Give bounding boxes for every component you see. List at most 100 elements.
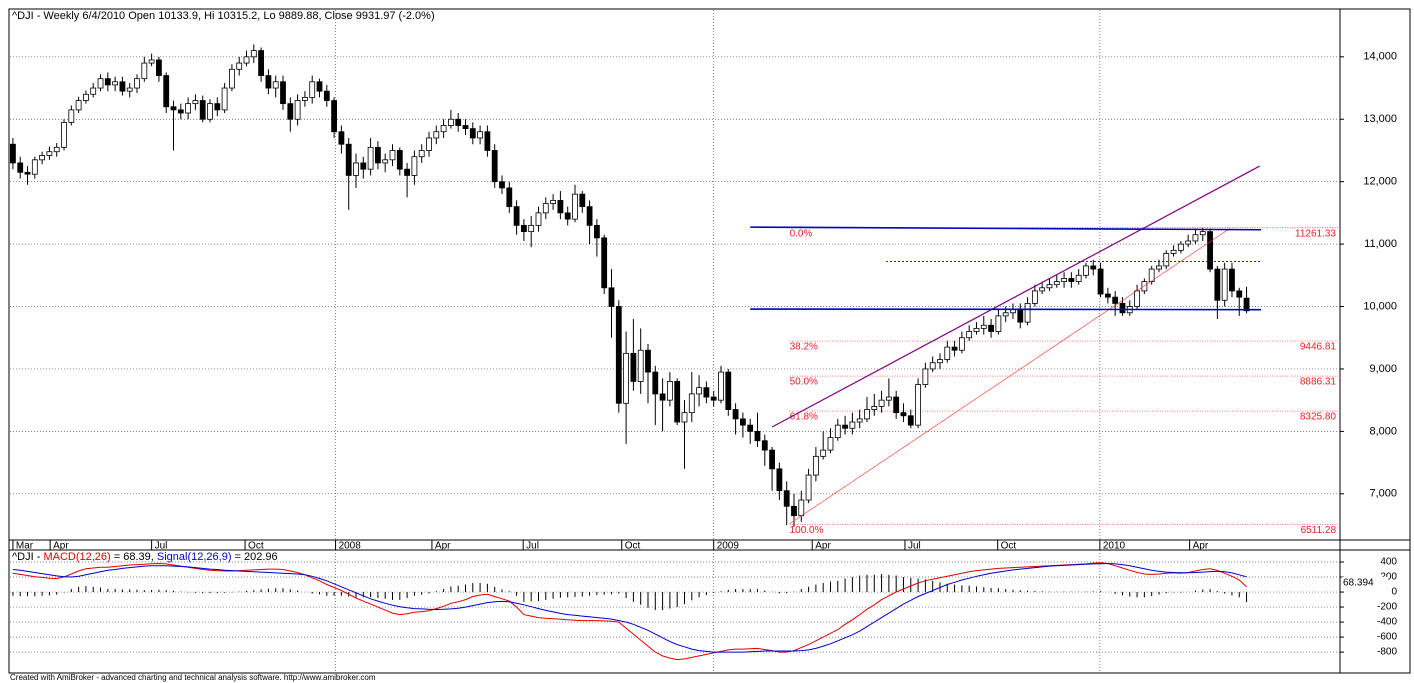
- fib-percent-label: 61.8%: [790, 412, 818, 423]
- candle-body: [141, 62, 148, 80]
- trend-line: [750, 308, 1262, 311]
- candle-body: [893, 396, 900, 414]
- candle-body: [367, 146, 374, 170]
- candle-body: [1119, 303, 1126, 314]
- candle-body: [1229, 268, 1235, 292]
- candle-body: [119, 81, 126, 92]
- candle-body: [608, 287, 615, 307]
- candle-body: [75, 100, 82, 111]
- y-tick-label: 200: [1380, 572, 1397, 583]
- y-tick-label: 0: [1391, 587, 1397, 598]
- candle-body: [1221, 268, 1228, 301]
- candle-body: [937, 359, 943, 364]
- candle-body: [564, 212, 571, 220]
- candle-body: [1236, 290, 1243, 298]
- candle-body: [652, 371, 659, 395]
- candle-body: [812, 455, 819, 476]
- candle-body: [316, 81, 323, 92]
- y-tick-label: 11,000: [1364, 238, 1397, 250]
- candle-body: [280, 81, 286, 105]
- candle-body: [1061, 278, 1067, 282]
- candle-body: [542, 203, 549, 214]
- candle-body: [1199, 231, 1206, 236]
- candle-body: [499, 181, 505, 189]
- legend-value: = 202.96: [231, 551, 277, 563]
- x-tick-label: 2008: [339, 541, 362, 552]
- candle-body: [645, 349, 651, 373]
- candle-body: [681, 412, 688, 423]
- candle-body: [535, 212, 542, 226]
- candle-body: [272, 81, 279, 89]
- candle-body: [353, 162, 359, 176]
- candle-body: [557, 200, 564, 214]
- candle-body: [448, 118, 454, 126]
- candle-body: [907, 415, 914, 426]
- x-tick-label: Oct: [248, 541, 264, 552]
- candle-body: [820, 449, 827, 457]
- candle-body: [236, 62, 243, 70]
- fib-percent-label: 38.2%: [790, 342, 818, 353]
- candle-body: [39, 155, 46, 161]
- x-tick-label: 2009: [717, 541, 740, 552]
- y-tick-label: -800: [1377, 647, 1397, 658]
- y-tick-label: 10,000: [1363, 300, 1397, 312]
- x-tick-label: Oct: [625, 541, 641, 552]
- candle-body: [462, 125, 469, 130]
- candle-body: [1192, 234, 1199, 242]
- candle-body: [1031, 290, 1038, 304]
- candle-body: [382, 159, 389, 164]
- candle-body: [338, 131, 345, 145]
- candle-body: [1148, 268, 1155, 282]
- candle-body: [710, 396, 717, 401]
- candle-body: [623, 352, 629, 404]
- fib-percent-label: 50.0%: [790, 377, 818, 388]
- candle-body: [572, 193, 578, 220]
- candle-body: [331, 100, 338, 133]
- candle-body: [294, 100, 301, 120]
- candle-body: [1207, 231, 1213, 270]
- candle-body: [207, 103, 213, 120]
- candle-body: [849, 421, 856, 429]
- candle-body: [1053, 281, 1060, 286]
- candle-body: [455, 118, 462, 126]
- candle-body: [404, 168, 411, 176]
- candle-body: [703, 387, 710, 398]
- candle-body: [732, 409, 739, 420]
- candle-body: [491, 150, 498, 183]
- candle-body: [10, 143, 16, 164]
- candle-body: [951, 346, 958, 351]
- candle-body: [834, 424, 841, 439]
- candle-body: [177, 109, 184, 114]
- y-tick-label: 14,000: [1363, 51, 1397, 63]
- candle-body: [17, 162, 24, 173]
- x-tick-label: Mar: [16, 541, 34, 552]
- fib-value-label: 8886.31: [1300, 377, 1337, 388]
- y-tick-label: -600: [1377, 632, 1397, 643]
- macd-line: [12, 562, 1247, 661]
- candle-body: [856, 418, 863, 423]
- candle-body: [323, 90, 330, 101]
- candle-body: [243, 56, 250, 64]
- candle-body: [31, 159, 38, 175]
- candle-body: [1039, 287, 1046, 292]
- candle-body: [469, 128, 476, 139]
- candle-body: [68, 109, 75, 123]
- candle-body: [1243, 297, 1250, 312]
- candle-body: [185, 103, 192, 114]
- y-tick-label: 13,000: [1363, 113, 1397, 125]
- fib-value-label: 11261.33: [1295, 228, 1336, 239]
- candle-body: [477, 131, 483, 139]
- candle-body: [528, 224, 535, 233]
- candle-body: [966, 331, 973, 339]
- candle-body: [90, 87, 97, 95]
- candle-body: [83, 93, 89, 101]
- candle-body: [1156, 265, 1162, 270]
- candle-body: [1017, 309, 1024, 323]
- candle-body: [754, 430, 761, 442]
- candle-body: [761, 440, 768, 451]
- candle-body: [302, 96, 308, 101]
- candle-body: [1002, 312, 1009, 317]
- candle-body: [871, 406, 878, 410]
- candle-body: [126, 87, 133, 92]
